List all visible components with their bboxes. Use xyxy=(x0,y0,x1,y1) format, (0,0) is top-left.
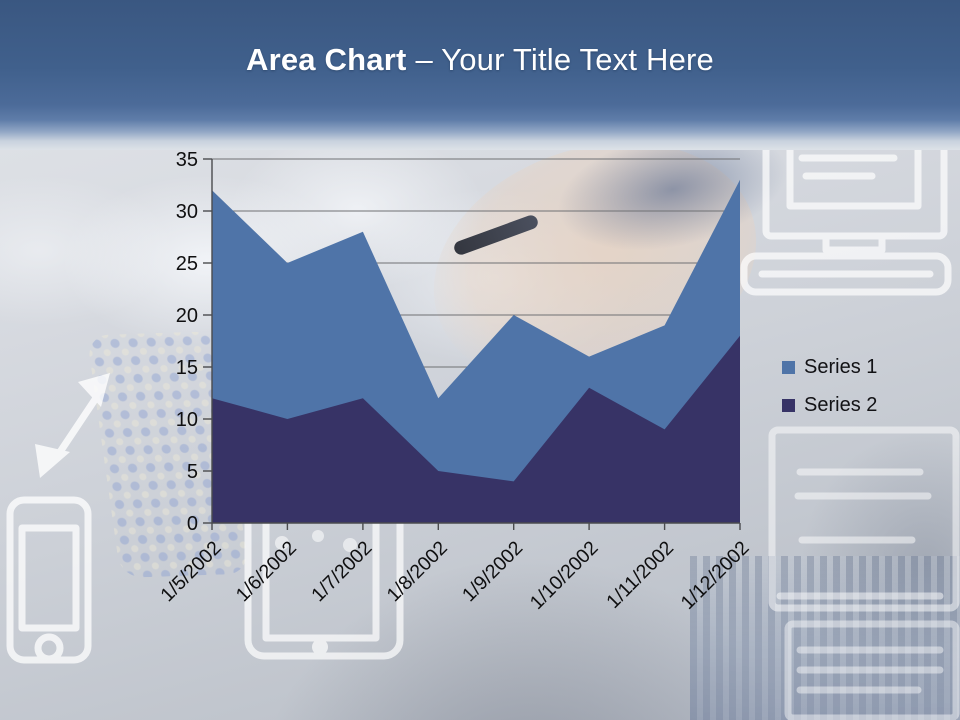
svg-text:1/8/2002: 1/8/2002 xyxy=(383,537,452,606)
svg-text:10: 10 xyxy=(176,409,198,431)
series-2-swatch-icon xyxy=(782,399,795,412)
svg-text:15: 15 xyxy=(176,357,198,379)
svg-text:1/5/2002: 1/5/2002 xyxy=(156,537,225,606)
svg-text:1/12/2002: 1/12/2002 xyxy=(677,537,754,614)
chart-legend: Series 1 Series 2 xyxy=(782,356,877,417)
svg-text:5: 5 xyxy=(187,461,198,483)
title-bold-text: Area Chart xyxy=(245,42,407,77)
chalk-monitor-icon xyxy=(740,108,952,296)
legend-item-series-2: Series 2 xyxy=(782,394,877,417)
series-1-swatch-icon xyxy=(782,361,795,374)
series-2-label: Series 2 xyxy=(804,394,878,416)
svg-text:1/7/2002: 1/7/2002 xyxy=(307,537,376,606)
chalk-arrow-icon xyxy=(35,373,110,478)
chalk-phone-icon xyxy=(6,496,92,664)
svg-text:35: 35 xyxy=(176,149,198,171)
legend-item-series-1: Series 1 xyxy=(782,356,877,379)
slide-title: Area Chart – Your Title Text Here xyxy=(0,42,960,78)
svg-text:1/10/2002: 1/10/2002 xyxy=(526,537,603,614)
svg-text:0: 0 xyxy=(187,513,198,535)
svg-text:1/9/2002: 1/9/2002 xyxy=(458,537,527,606)
svg-text:1/6/2002: 1/6/2002 xyxy=(232,537,301,606)
svg-text:30: 30 xyxy=(176,201,198,223)
chalk-monitor2-icon xyxy=(768,426,960,612)
svg-text:20: 20 xyxy=(176,305,198,327)
series-1-label: Series 1 xyxy=(804,356,878,378)
chalk-window-icon xyxy=(784,620,960,720)
svg-text:25: 25 xyxy=(176,253,198,275)
title-regular-text: – Your Title Text Here xyxy=(415,42,714,77)
svg-text:1/11/2002: 1/11/2002 xyxy=(602,537,678,613)
title-banner: Area Chart – Your Title Text Here xyxy=(0,0,960,150)
